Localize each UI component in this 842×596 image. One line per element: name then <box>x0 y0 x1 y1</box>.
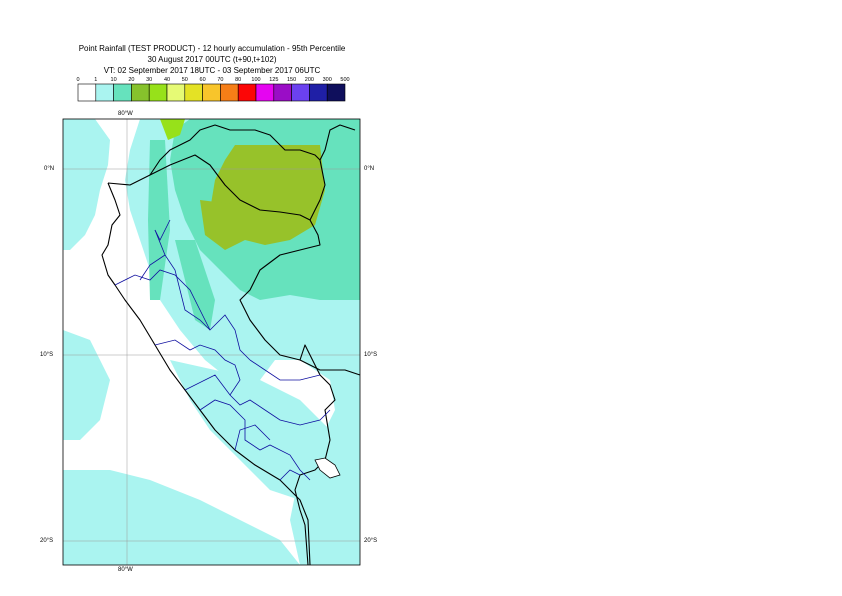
rain-moderate-strip-2 <box>175 240 215 330</box>
lat-label-right-10s: 10°S <box>364 352 378 358</box>
rain-light-south <box>170 360 330 500</box>
legend-threshold-label: 0 <box>76 77 79 83</box>
rain-heavier-top <box>160 119 185 140</box>
lat-label-left-20s: 20°S <box>40 538 54 544</box>
legend-threshold-label: 20 <box>128 77 134 83</box>
bolivia-border <box>299 359 361 376</box>
regional-borders <box>114 219 331 481</box>
legend-threshold-label: 125 <box>269 77 278 83</box>
lat-label-left-10s: 10°S <box>40 352 54 358</box>
legend-threshold-label: 40 <box>164 77 170 83</box>
lat-label-left-0: 0°N <box>44 166 55 172</box>
legend-threshold-label: 10 <box>111 77 117 83</box>
legend-threshold-label: 70 <box>217 77 223 83</box>
legend-threshold-label: 80 <box>235 77 241 83</box>
legend-threshold-label: 30 <box>146 77 152 83</box>
legend-threshold-label: 300 <box>323 77 332 83</box>
lon-label-top: 80°W <box>118 111 133 117</box>
rain-light-ocean-1 <box>63 330 110 440</box>
legend-threshold-label: 150 <box>287 77 296 83</box>
legend-threshold-label: 500 <box>340 77 349 83</box>
ecuador-colombia-border <box>149 124 356 176</box>
run-time: 30 August 2017 00UTC (t+90,t+102) <box>147 55 277 64</box>
rain-light-coast <box>63 119 110 250</box>
rain-heavy-south <box>200 200 245 250</box>
rain-moderate-strip-1 <box>148 140 170 300</box>
lat-label-right-20s: 20°S <box>364 538 378 544</box>
lake-titicaca <box>314 457 341 479</box>
legend-swatch <box>326 83 346 102</box>
chart-title: Point Rainfall (TEST PRODUCT) - 12 hourl… <box>78 44 346 53</box>
legend-threshold-label: 1 <box>94 77 97 83</box>
lat-label-right-0: 0°N <box>364 166 375 172</box>
valid-time: VT: 02 September 2017 18UTC - 03 Septemb… <box>103 66 321 75</box>
legend-threshold-label: 60 <box>200 77 206 83</box>
color-legend: 0 1 10 20 30 40 50 60 70 80 100 125 150 200 300 500 <box>76 77 350 102</box>
legend-threshold-label: 50 <box>182 77 188 83</box>
map-frame <box>62 118 361 566</box>
legend-threshold-label: 100 <box>251 77 260 83</box>
colombia-brazil-border <box>309 159 326 221</box>
legend-threshold-label: 200 <box>305 77 314 83</box>
lon-label-bottom: 80°W <box>118 567 133 573</box>
